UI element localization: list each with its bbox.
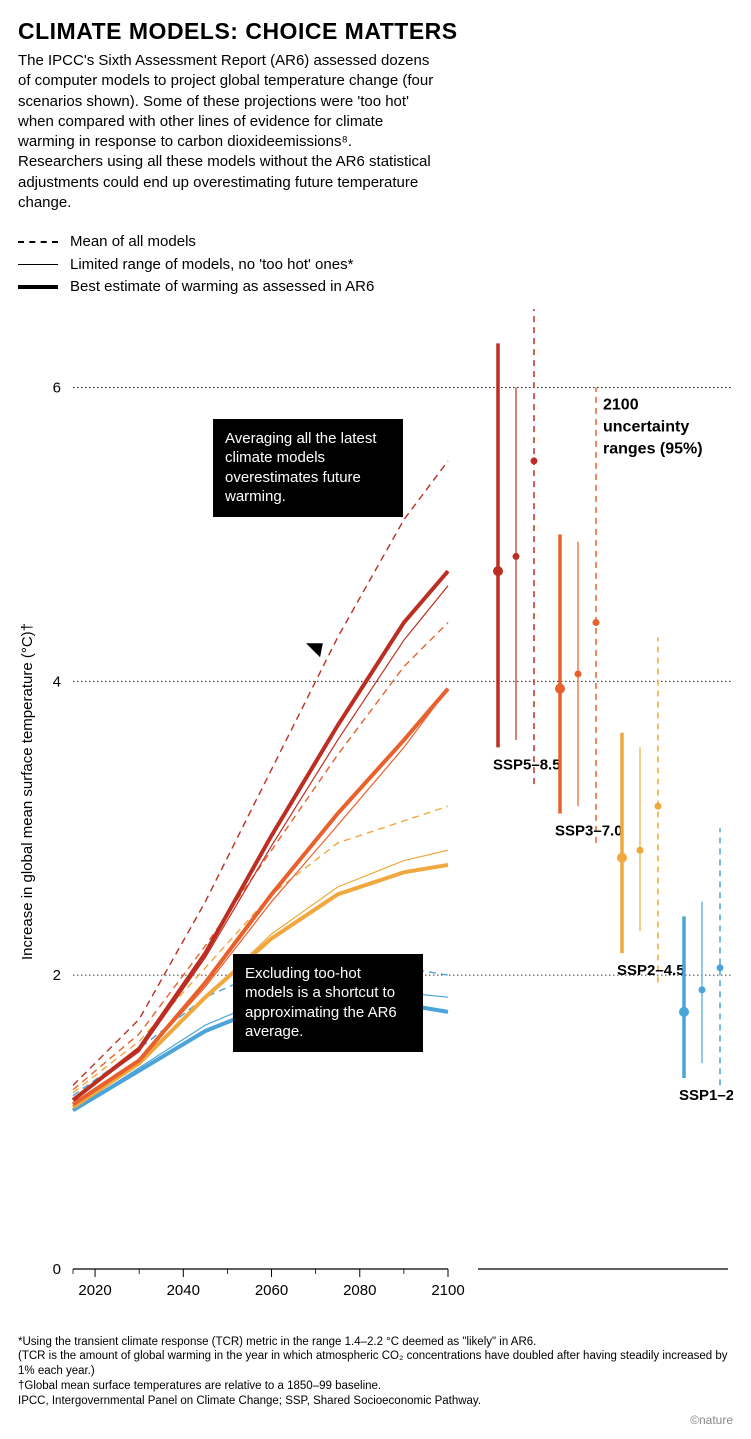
- chart-area: 0 2 4 6 2020 2040 2060 2080 2100 Increase in glob…: [18, 309, 733, 1329]
- svg-text:SSP2–4.5: SSP2–4.5: [617, 962, 685, 979]
- footnotes: *Using the transient climate response (T…: [18, 1335, 733, 1410]
- svg-text:2040: 2040: [167, 1282, 200, 1299]
- legend-row-thin: Limited range of models, no 'too hot' on…: [18, 254, 733, 277]
- legend: Mean of all models Limited range of mode…: [18, 231, 733, 299]
- legend-thick-label: Best estimate of warming as assessed in …: [70, 276, 374, 299]
- callout-top-text: Averaging all the latest climate models …: [225, 430, 377, 506]
- footnote-2: (TCR is the amount of global warming in …: [18, 1349, 733, 1379]
- svg-text:2100: 2100: [431, 1282, 464, 1299]
- svg-text:uncertainty: uncertainty: [603, 418, 689, 435]
- callout-bottom: Excluding too-hot models is a shortcut t…: [233, 954, 423, 1052]
- legend-thin-icon: [18, 264, 58, 265]
- svg-text:2020: 2020: [78, 1282, 111, 1299]
- svg-text:0: 0: [53, 1261, 61, 1278]
- credit: ©nature: [18, 1413, 733, 1427]
- svg-text:2: 2: [53, 967, 61, 984]
- svg-text:6: 6: [53, 379, 61, 396]
- legend-row-dashed: Mean of all models: [18, 231, 733, 254]
- legend-dash-icon: [18, 241, 58, 243]
- svg-text:Increase in global mean surfac: Increase in global mean surface temperat…: [19, 623, 36, 960]
- svg-text:ranges (95%): ranges (95%): [603, 440, 703, 457]
- svg-text:4: 4: [53, 673, 61, 690]
- svg-text:2060: 2060: [255, 1282, 288, 1299]
- svg-text:2080: 2080: [343, 1282, 376, 1299]
- svg-text:SSP3–7.0: SSP3–7.0: [555, 822, 623, 839]
- footnote-4: IPCC, Intergovernmental Panel on Climate…: [18, 1394, 733, 1409]
- footnote-1: *Using the transient climate response (T…: [18, 1335, 733, 1350]
- legend-thick-icon: [18, 285, 58, 289]
- svg-text:SSP1–2.6: SSP1–2.6: [679, 1087, 733, 1104]
- page-title: CLIMATE MODELS: CHOICE MATTERS: [18, 18, 733, 45]
- callout-top: Averaging all the latest climate models …: [213, 419, 403, 517]
- legend-row-thick: Best estimate of warming as assessed in …: [18, 276, 733, 299]
- svg-text:2100: 2100: [603, 396, 639, 413]
- intro-text: The IPCC's Sixth Assessment Report (AR6)…: [18, 51, 438, 213]
- legend-dash-label: Mean of all models: [70, 231, 196, 254]
- callout-bottom-text: Excluding too-hot models is a shortcut t…: [245, 965, 397, 1041]
- svg-text:SSP5–8.5: SSP5–8.5: [493, 756, 561, 773]
- footnote-3: †Global mean surface temperatures are re…: [18, 1379, 733, 1394]
- legend-thin-label: Limited range of models, no 'too hot' on…: [70, 254, 353, 277]
